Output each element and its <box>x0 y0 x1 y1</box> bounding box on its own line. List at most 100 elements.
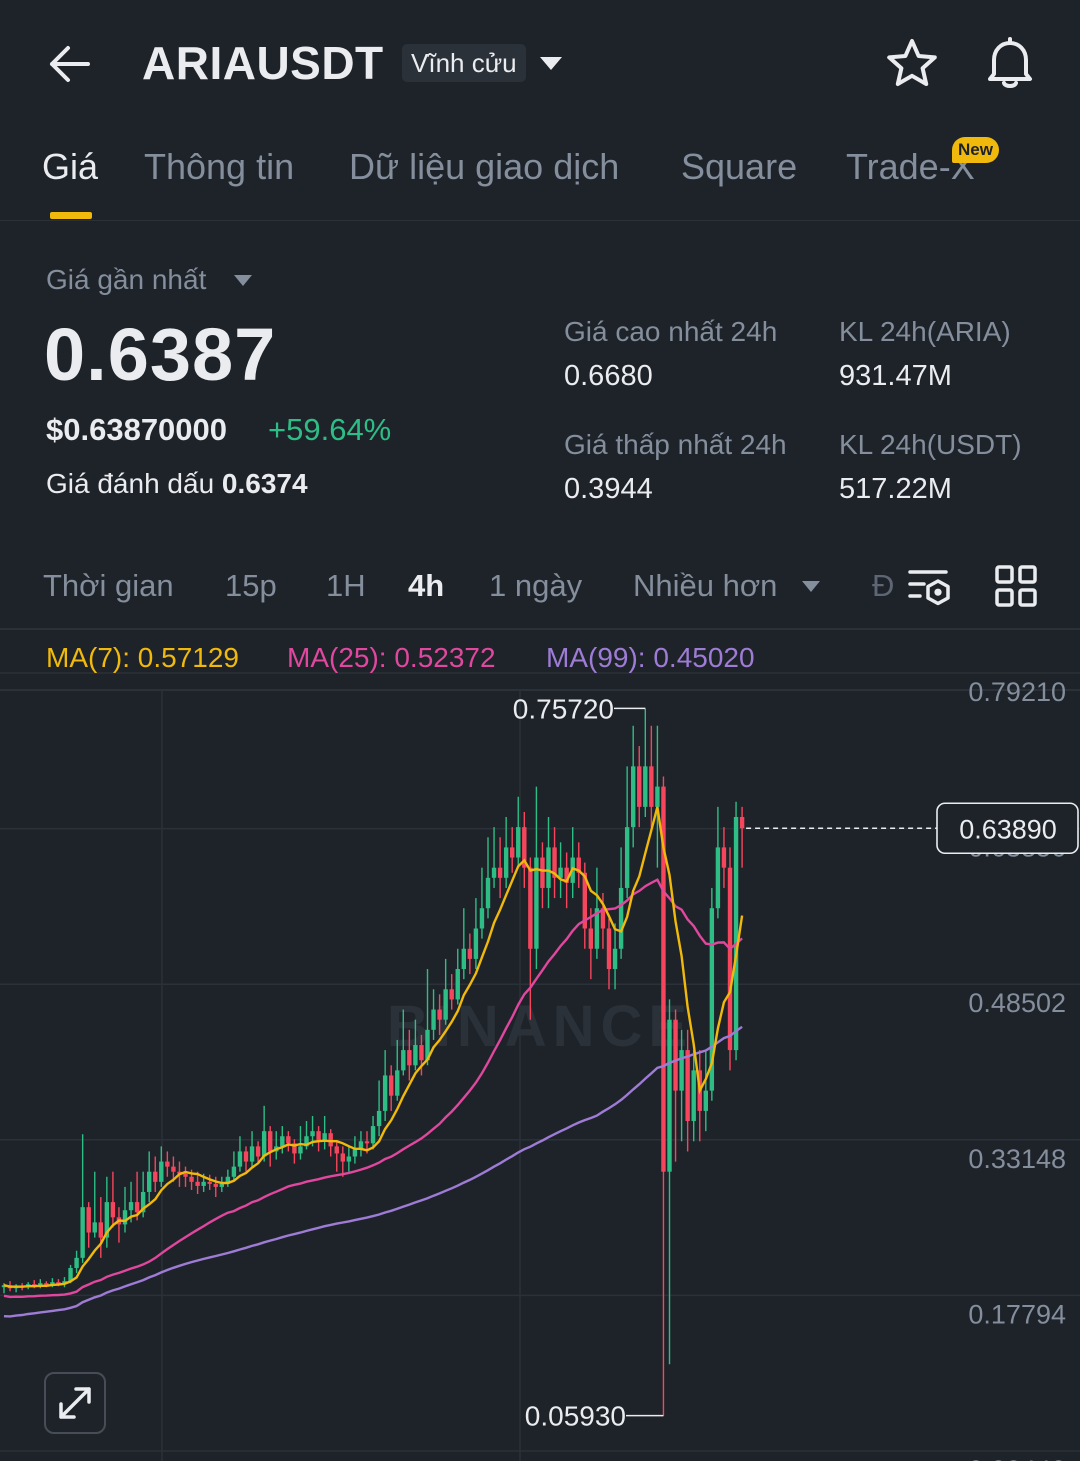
candle-body <box>249 1146 255 1162</box>
ma99-line <box>3 1025 743 1318</box>
candle-body <box>171 1166 176 1172</box>
candle-body <box>334 1146 339 1154</box>
candle-body <box>534 857 539 949</box>
usd-price: $0.63870000 <box>46 412 228 447</box>
candle-body <box>727 867 733 1051</box>
interval-15m[interactable]: 15p <box>225 568 277 603</box>
candle-body <box>328 1133 333 1147</box>
contract-type-badge[interactable]: Vĩnh cửu <box>402 44 526 82</box>
y-tick-label: 0.17794 <box>968 1299 1066 1329</box>
candle-body <box>461 948 466 970</box>
candle-body <box>733 817 739 1051</box>
candle-body <box>243 1151 249 1162</box>
interval-time[interactable]: Thời gian <box>43 568 174 603</box>
chart-settings-icon[interactable] <box>906 564 954 610</box>
candle-body <box>382 1075 388 1111</box>
candle-body <box>679 1050 684 1091</box>
candle-body <box>86 1207 91 1233</box>
interval-truncated[interactable]: Đ <box>872 568 895 603</box>
star-icon[interactable] <box>884 36 940 92</box>
low-marker-label: 0.05930 <box>525 1401 626 1432</box>
candle-body <box>50 1282 55 1286</box>
interval-4h[interactable]: 4h <box>408 568 445 603</box>
candle-body <box>376 1110 382 1127</box>
candle-body <box>177 1171 182 1174</box>
tab-trading-data[interactable]: Dữ liệu giao dịch <box>349 146 620 187</box>
caret-down-icon[interactable] <box>800 578 822 594</box>
candle-body <box>721 847 727 868</box>
candle-body <box>110 1202 116 1218</box>
candle-body <box>389 1075 394 1096</box>
y-tick-label: 0.33148 <box>968 1144 1066 1174</box>
stat-low-24h-value: 0.3944 <box>564 473 653 505</box>
tab-square[interactable]: Square <box>681 146 798 187</box>
grid-icon[interactable] <box>994 564 1038 608</box>
ma7-line <box>3 806 744 1288</box>
candle-body <box>68 1267 73 1282</box>
candle-body <box>540 857 545 888</box>
candle-body <box>419 1045 424 1061</box>
new-badge: New <box>952 137 999 163</box>
interval-1h[interactable]: 1H <box>326 568 366 603</box>
candle-body <box>195 1181 200 1186</box>
stat-high-24h-label: Giá cao nhất 24h <box>564 316 778 347</box>
stat-volume-aria-value: 931.47M <box>839 360 952 392</box>
candle-body <box>588 928 594 949</box>
candle-body <box>552 847 557 878</box>
candle-body <box>606 928 612 970</box>
candle-body <box>98 1222 103 1238</box>
candle-body <box>128 1202 134 1211</box>
candle-body <box>522 827 527 868</box>
candle-body <box>231 1166 237 1177</box>
last-price: 0.6387 <box>44 313 277 396</box>
tab-price[interactable]: Giá <box>42 146 99 187</box>
candle-body <box>667 1019 672 1172</box>
expand-chart-button[interactable] <box>44 1372 106 1434</box>
candle-body <box>286 1136 291 1144</box>
candle-body <box>528 867 533 949</box>
arrow-left-icon[interactable] <box>44 38 96 90</box>
stat-volume-aria-label: KL 24h(ARIA) <box>839 316 1011 347</box>
candle-body <box>407 1050 412 1066</box>
candle-body <box>104 1202 110 1238</box>
candle-body <box>322 1133 327 1142</box>
candle-body <box>691 1070 696 1122</box>
last-price-label[interactable]: Giá gần nhất <box>46 264 207 295</box>
expand-icon <box>59 1387 91 1419</box>
candlestick-chart[interactable]: 0.792100.638560.485020.331480.177940.024… <box>0 628 1080 1461</box>
high-marker-label: 0.75720 <box>513 693 614 724</box>
candle-body <box>364 1141 370 1144</box>
caret-down-icon[interactable] <box>232 272 254 288</box>
candle-body <box>370 1126 376 1144</box>
candle-body <box>510 847 515 858</box>
top-bar: ARIAUSDT Vĩnh cửu <box>0 0 1080 125</box>
candle-body <box>715 847 721 909</box>
candle-body <box>268 1131 273 1152</box>
candle-body <box>673 1019 678 1091</box>
candle-body <box>80 1207 85 1258</box>
candle-body <box>44 1283 49 1286</box>
candle-body <box>304 1136 309 1147</box>
candle-body <box>207 1181 212 1184</box>
interval-1d[interactable]: 1 ngày <box>489 568 583 603</box>
candle-body <box>643 766 648 807</box>
candle-body <box>219 1183 224 1187</box>
ma25-label: MA(25): 0.52372 <box>287 642 496 673</box>
stat-volume-usdt-value: 517.22M <box>839 473 952 505</box>
candle-body <box>352 1149 358 1157</box>
candle-body <box>467 948 473 959</box>
symbol-title[interactable]: ARIAUSDT <box>142 37 384 89</box>
candle-body <box>546 847 551 888</box>
tab-info[interactable]: Thông tin <box>144 146 295 187</box>
bell-icon[interactable] <box>982 34 1038 92</box>
interval-more[interactable]: Nhiều hơn <box>633 568 778 603</box>
caret-down-icon[interactable] <box>538 52 564 74</box>
candle-body <box>618 887 624 949</box>
candle-body <box>637 766 642 807</box>
ma99-label: MA(99): 0.45020 <box>546 642 755 673</box>
candle-body <box>631 766 636 828</box>
candle-body <box>443 989 448 1020</box>
current-price-label: 0.63890 <box>959 814 1057 844</box>
candle-body <box>153 1171 158 1182</box>
candle-body <box>395 1070 400 1096</box>
